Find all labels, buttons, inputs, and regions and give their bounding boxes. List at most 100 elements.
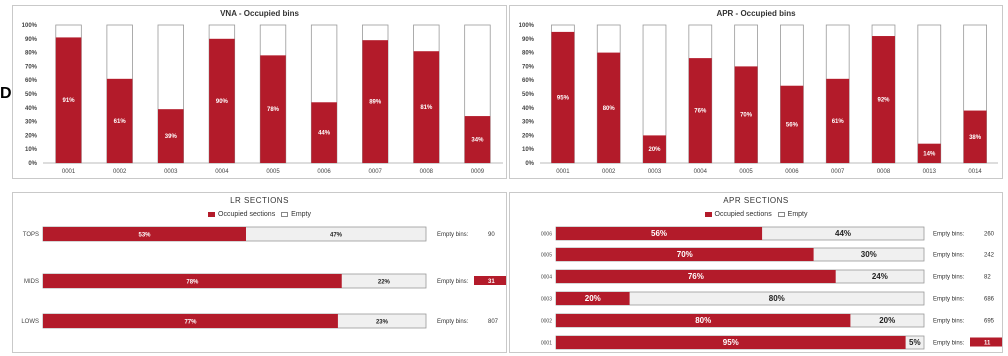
y-tick-label: 10% bbox=[522, 147, 535, 153]
bar-occupied-0003 bbox=[158, 109, 184, 163]
apr-bins-chart-title: APR - Occupied bins bbox=[716, 9, 796, 18]
bar-occupied-0001 bbox=[556, 336, 906, 349]
occupied-value-label: 56% bbox=[651, 229, 667, 238]
bar-occupied-0002 bbox=[597, 52, 621, 163]
y-tick-label: 20% bbox=[522, 133, 535, 139]
row-label-0002: 0002 bbox=[541, 319, 552, 325]
y-tick-label: 60% bbox=[25, 78, 38, 84]
occupied-value-label: 70% bbox=[677, 250, 693, 259]
bar-value-label: 56% bbox=[786, 122, 799, 128]
legend-empty-swatch bbox=[281, 211, 289, 217]
empty-bins-label: Empty bins: bbox=[437, 279, 469, 285]
x-tick-label: 0001 bbox=[62, 169, 76, 175]
bar-occupied-0005 bbox=[556, 248, 814, 261]
empty-bins-value: 11 bbox=[984, 341, 991, 347]
bar-occupied-0003 bbox=[643, 135, 666, 163]
bar-occupied-MIDS bbox=[43, 274, 342, 288]
bar-value-label: 14% bbox=[923, 151, 936, 157]
y-tick-label: 70% bbox=[25, 64, 38, 70]
y-tick-label: 60% bbox=[522, 78, 535, 84]
row-label-0006: 0006 bbox=[541, 232, 552, 238]
bar-value-label: 39% bbox=[165, 134, 178, 140]
lr-legend: Occupied sections Empty bbox=[13, 211, 506, 218]
apr-sections-title: APR SECTIONS bbox=[723, 196, 789, 205]
bar-empty-0013 bbox=[917, 24, 942, 164]
empty-bins-label: Empty bins: bbox=[933, 232, 965, 238]
y-tick-label: 40% bbox=[25, 106, 38, 112]
y-tick-label: 100% bbox=[519, 23, 535, 29]
vna-chart-title: VNA - Occupied bins bbox=[220, 9, 299, 18]
bar-occupied-0004 bbox=[209, 38, 235, 163]
bar-occupied-0004 bbox=[556, 270, 836, 283]
empty-value-label: 80% bbox=[769, 294, 785, 303]
y-tick-label: 10% bbox=[25, 147, 38, 153]
empty-value-label: 22% bbox=[378, 280, 391, 286]
x-tick-label: 0004 bbox=[215, 169, 229, 175]
x-tick-label: 0013 bbox=[923, 169, 937, 175]
bar-occupied-0001 bbox=[551, 31, 575, 164]
empty-bins-label: Empty bins: bbox=[933, 253, 965, 259]
x-tick-label: 0004 bbox=[694, 169, 708, 175]
bar-occupied-0013 bbox=[917, 143, 941, 163]
bar-value-label: 61% bbox=[114, 119, 127, 125]
y-tick-label: 80% bbox=[25, 51, 38, 57]
x-tick-label: 0002 bbox=[602, 169, 616, 175]
bar-occupied-0006 bbox=[311, 102, 337, 163]
empty-value-label: 44% bbox=[835, 229, 851, 238]
row-label-0005: 0005 bbox=[541, 253, 552, 259]
bar-occupied-0004 bbox=[688, 58, 712, 164]
bar-value-label: 92% bbox=[877, 98, 890, 104]
bar-value-label: 80% bbox=[603, 106, 616, 112]
bar-value-label: 44% bbox=[318, 131, 331, 137]
bar-occupied-0014 bbox=[963, 110, 987, 163]
bar-value-label: 89% bbox=[369, 100, 382, 106]
vna-chart: 0% 10% 20% 30% 40% 50% 60% 70% 80% 90% 100% 91% 0001… bbox=[22, 23, 503, 175]
bar-occupied-LOWS bbox=[43, 314, 338, 328]
empty-value-label: 23% bbox=[376, 320, 389, 326]
x-tick-label: 0009 bbox=[471, 169, 485, 175]
bar-occupied-TOPS bbox=[43, 227, 246, 241]
x-tick-label: 0001 bbox=[556, 169, 570, 175]
row-label-TOPS: TOPS bbox=[23, 232, 39, 238]
empty-bins-value: 31 bbox=[488, 279, 495, 285]
bar-occupied-0007 bbox=[826, 78, 850, 163]
y-tick-label: 80% bbox=[522, 51, 535, 57]
x-tick-label: 0007 bbox=[369, 169, 383, 175]
empty-bins-value: 807 bbox=[488, 319, 499, 325]
x-tick-label: 0006 bbox=[785, 169, 799, 175]
x-tick-label: 0005 bbox=[739, 169, 753, 175]
bar-occupied-0002 bbox=[556, 314, 851, 327]
occupied-value-label: 77% bbox=[184, 320, 197, 326]
apr-sections-panel: APR SECTIONS Occupied sections Empty 000… bbox=[509, 192, 1003, 353]
bar-occupied-0003 bbox=[556, 292, 630, 305]
lr-sections-title: LR SECTIONS bbox=[230, 196, 289, 205]
bar-occupied-0009 bbox=[464, 116, 491, 163]
bar-value-label: 70% bbox=[740, 113, 753, 119]
bar-occupied-0001 bbox=[55, 37, 82, 163]
empty-bins-label: Empty bins: bbox=[437, 319, 469, 325]
empty-bins-label: Empty bins: bbox=[933, 341, 965, 347]
bar-value-label: 81% bbox=[420, 105, 433, 111]
legend-occupied-label: Occupied sections bbox=[218, 211, 276, 218]
legend-empty-label: Empty bbox=[291, 211, 311, 218]
y-tick-label: 0% bbox=[28, 161, 37, 167]
legend-empty-label: Empty bbox=[787, 211, 808, 218]
empty-value-label: 20% bbox=[879, 316, 895, 325]
bar-occupied-0008 bbox=[413, 51, 440, 163]
occupied-value-label: 20% bbox=[585, 294, 601, 303]
apr-bins-chart-panel: APR - Occupied bins 0% 10% 20% 30% 40% 50% 60%… bbox=[509, 5, 1003, 179]
bar-value-label: 34% bbox=[471, 138, 484, 144]
bar-value-label: 38% bbox=[969, 135, 982, 141]
apr-bins-chart: 0% 10% 20% 30% 40% 50% 60% 70% 80% 90% 100% 95% 0001… bbox=[519, 23, 998, 175]
bar-value-label: 20% bbox=[648, 147, 661, 153]
x-tick-label: 0005 bbox=[266, 169, 280, 175]
empty-bins-value: 90 bbox=[488, 232, 495, 238]
row-label-MIDS: MIDS bbox=[24, 279, 39, 285]
bar-occupied-0002 bbox=[106, 78, 133, 163]
empty-value-label: 24% bbox=[872, 272, 888, 281]
bar-occupied-0006 bbox=[780, 85, 804, 163]
row-label-0003: 0003 bbox=[541, 297, 552, 303]
bar-value-label: 76% bbox=[694, 109, 707, 115]
x-tick-label: 0002 bbox=[113, 169, 127, 175]
bar-value-label: 78% bbox=[267, 107, 280, 113]
